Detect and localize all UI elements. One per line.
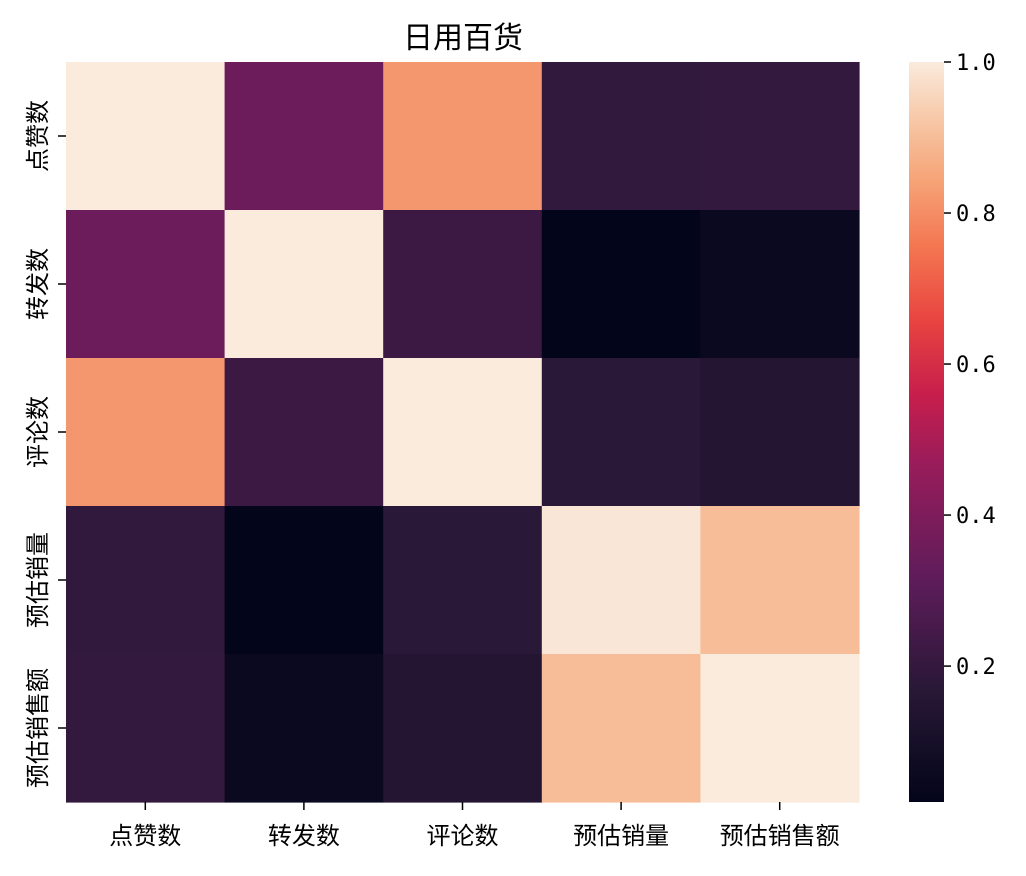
heatmap-cell	[224, 506, 384, 655]
heatmap-cell	[541, 506, 701, 655]
colorbar-tick-label: 0.8	[956, 202, 996, 227]
heatmap-cell	[700, 358, 860, 507]
x-tick-label: 评论数	[427, 822, 499, 850]
heatmap-cell	[66, 358, 226, 507]
heatmap-cell	[66, 654, 226, 803]
heatmap-cell	[383, 62, 543, 211]
colorbar-tick-label: 0.4	[956, 504, 996, 529]
heatmap-cell	[66, 506, 226, 655]
x-tick-label: 预估销售额	[720, 822, 840, 850]
heatmap-cell	[66, 210, 226, 359]
heatmap-cells	[66, 62, 860, 803]
x-axis: 点赞数 转发数 评论数 预估销量 预估销售额	[109, 802, 840, 850]
heatmap-cell	[383, 654, 543, 803]
colorbar-tick-label: 0.2	[956, 655, 996, 680]
y-tick-label: 转发数	[24, 248, 52, 320]
colorbar-tick-label: 0.6	[956, 353, 996, 378]
heatmap-cell	[66, 62, 226, 211]
colorbar-tick-label: 1.0	[956, 51, 996, 76]
heatmap-cell	[700, 62, 860, 211]
heatmap-cell	[224, 62, 384, 211]
y-tick-label: 点赞数	[24, 100, 52, 172]
heatmap-cell	[541, 654, 701, 803]
y-tick-label: 预估销售额	[24, 668, 52, 788]
y-tick-label: 评论数	[24, 396, 52, 468]
heatmap-cell	[700, 506, 860, 655]
x-tick-label: 预估销量	[573, 822, 669, 850]
heatmap-cell	[541, 62, 701, 211]
colorbar: 0.2 0.4 0.6 0.8 1.0	[909, 51, 996, 802]
heatmap-cell	[383, 506, 543, 655]
heatmap-cell	[700, 654, 860, 803]
heatmap-cell	[541, 358, 701, 507]
heatmap-cell	[541, 210, 701, 359]
heatmap-cell	[383, 210, 543, 359]
chart-title: 日用百货	[403, 21, 523, 56]
heatmap-cell	[383, 358, 543, 507]
heatmap-cell	[224, 210, 384, 359]
heatmap-cell	[224, 358, 384, 507]
heatmap-cell	[700, 210, 860, 359]
x-tick-label: 点赞数	[109, 822, 181, 850]
y-tick-label: 预估销量	[24, 532, 52, 628]
x-tick-label: 转发数	[268, 822, 340, 850]
heatmap-cell	[224, 654, 384, 803]
colorbar-gradient	[909, 62, 944, 802]
